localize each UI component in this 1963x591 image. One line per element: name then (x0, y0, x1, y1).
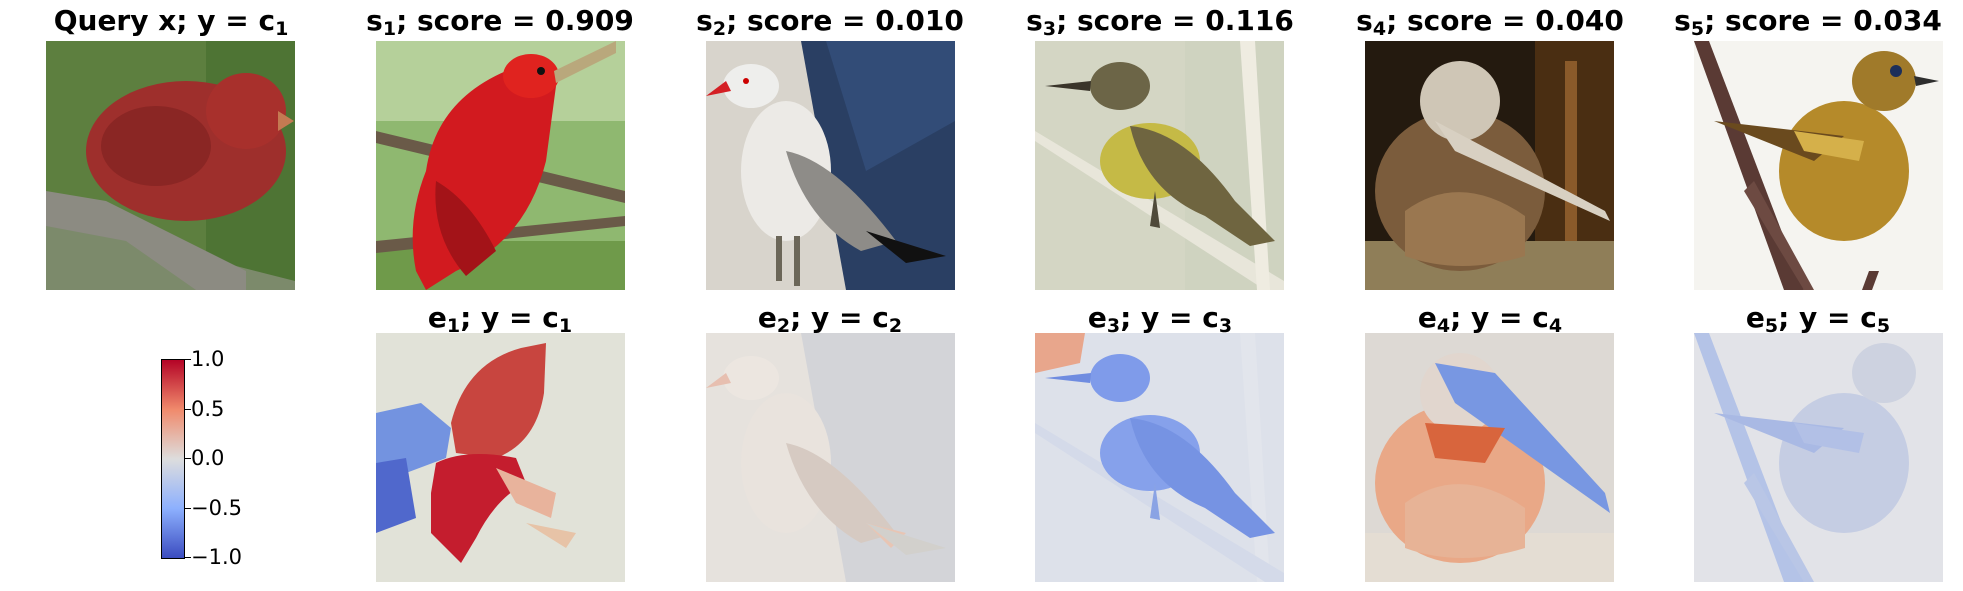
explanation-2-heatmap (706, 333, 955, 582)
query-title: Query x; y = c1 (53, 4, 289, 40)
similar-5-image (1694, 41, 1943, 290)
explanation-2-title: e2; y = c2 (757, 301, 903, 337)
colorbar-tick (185, 557, 191, 558)
similar-1-image (376, 41, 625, 290)
colorbar-tick-label: 1.0 (191, 347, 225, 371)
explanation-4-heatmap (1365, 333, 1614, 582)
explanation-1-title: e1; y = c1 (427, 301, 573, 337)
similar-2-image (706, 41, 955, 290)
explanation-5-title: e5; y = c5 (1745, 301, 1891, 337)
similar-3-title: s3; score = 0.116 (1026, 4, 1294, 40)
explanation-4-title: e4; y = c4 (1417, 301, 1563, 337)
colorbar-tick (185, 458, 191, 459)
colorbar-tick-label: −0.5 (191, 496, 242, 520)
similar-3-image (1035, 41, 1284, 290)
similar-4-title: s4; score = 0.040 (1356, 4, 1624, 40)
colorbar-tick (185, 508, 191, 509)
colorbar-tick (185, 409, 191, 410)
similar-1-title: s1; score = 0.909 (366, 4, 634, 40)
similar-5-title: s5; score = 0.034 (1674, 4, 1942, 40)
colorbar-tick (185, 359, 191, 360)
colorbar-tick-label: −1.0 (191, 545, 242, 569)
explanation-1-heatmap (376, 333, 625, 582)
query-image (46, 41, 295, 290)
explanation-5-heatmap (1694, 333, 1943, 582)
colorbar (161, 359, 185, 559)
explanation-3-title: e3; y = c3 (1087, 301, 1233, 337)
colorbar-tick-label: 0.5 (191, 397, 225, 421)
similar-2-title: s2; score = 0.010 (696, 4, 964, 40)
explanation-3-heatmap (1035, 333, 1284, 582)
colorbar-tick-label: 0.0 (191, 446, 225, 470)
similar-4-image (1365, 41, 1614, 290)
